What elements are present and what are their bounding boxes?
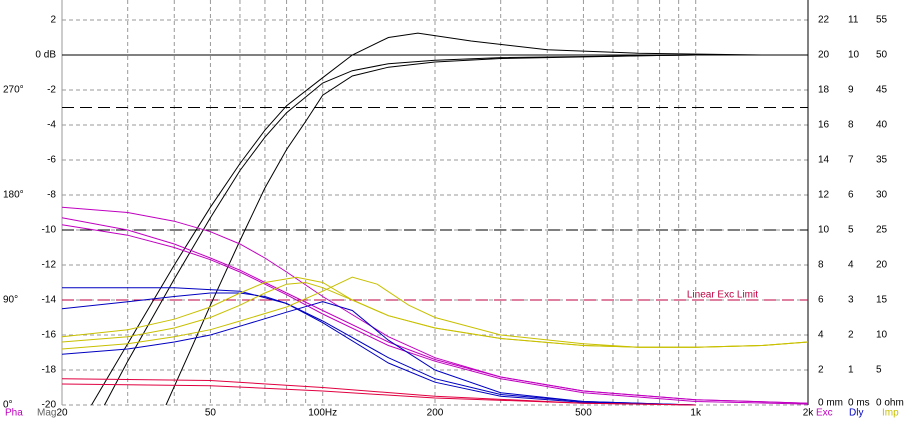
phase-tick-label: 180° [3, 190, 24, 201]
right-tick-label: 45 [876, 85, 888, 96]
y-tick-label: 2 [50, 15, 56, 26]
x-tick-label: 100Hz [308, 408, 337, 419]
axis-name: Dly [849, 408, 863, 419]
y-tick-label: -20 [42, 400, 57, 411]
right-tick-label: 15 [876, 295, 888, 306]
curve [61, 276, 809, 350]
curve [61, 217, 809, 404]
right-tick-label: 9 [848, 85, 854, 96]
y-tick-label: -8 [47, 190, 56, 201]
reference-label: Linear Exc Limit [687, 290, 758, 301]
curve [61, 301, 696, 406]
axis-name: Pha [5, 408, 23, 419]
curve [61, 292, 696, 406]
right-tick-label: 20 [876, 260, 888, 271]
right-tick-label: 50 [876, 50, 888, 61]
y-tick-label: -14 [42, 295, 57, 306]
y-tick-label: -2 [47, 85, 56, 96]
right-tick-label: 7 [848, 155, 854, 166]
right-tick-label: 55 [876, 15, 888, 26]
right-tick-label: 4 [848, 260, 854, 271]
right-tick-label: 1 [848, 365, 854, 376]
right-tick-label: 35 [876, 155, 888, 166]
right-tick-label: 18 [818, 85, 830, 96]
right-tick-label: 25 [876, 225, 888, 236]
curve [165, 54, 696, 406]
y-tick-label: 0 dB [35, 50, 56, 61]
right-tick-label: 0 ohm [876, 398, 904, 409]
phase-tick-label: 0° [3, 400, 13, 411]
right-tick-label: 2 [818, 365, 824, 376]
axis-name: Exc [816, 408, 833, 419]
right-tick-label: 0 mm [818, 398, 843, 409]
x-tick-label: 20 [56, 408, 68, 419]
y-tick-label: -10 [42, 225, 57, 236]
right-tick-label: 4 [818, 330, 824, 341]
axis-name: Mag [37, 408, 56, 419]
right-tick-label: 6 [818, 295, 824, 306]
curve [61, 383, 696, 406]
right-tick-label: 14 [818, 155, 830, 166]
right-tick-label: 10 [848, 50, 860, 61]
right-tick-label: 40 [876, 120, 888, 131]
curve [62, 287, 696, 406]
right-tick-label: 0 ms [848, 398, 870, 409]
right-tick-label: 10 [876, 330, 888, 341]
x-tick-label: 500 [575, 408, 592, 419]
right-tick-label: 2 [848, 330, 854, 341]
phase-tick-label: 270° [3, 85, 24, 96]
x-tick-label: 2k [803, 408, 815, 419]
x-tick-label: 200 [427, 408, 444, 419]
right-tick-label: 30 [876, 190, 888, 201]
y-tick-label: -18 [42, 365, 57, 376]
curve [104, 54, 696, 406]
right-tick-label: 5 [848, 225, 854, 236]
right-tick-label: 22 [818, 15, 830, 26]
right-tick-label: 12 [818, 190, 830, 201]
y-tick-label: -4 [47, 120, 56, 131]
phase-tick-label: 90° [3, 295, 18, 306]
x-tick-label: 1k [690, 408, 702, 419]
right-tick-label: 8 [818, 260, 824, 271]
y-tick-label: -12 [42, 260, 57, 271]
right-tick-label: 8 [848, 120, 854, 131]
curve [91, 32, 762, 406]
right-tick-label: 5 [876, 365, 882, 376]
right-tick-label: 6 [848, 190, 854, 201]
y-tick-label: -6 [47, 155, 56, 166]
right-tick-label: 3 [848, 295, 854, 306]
right-tick-label: 10 [818, 225, 830, 236]
y-tick-label: -16 [42, 330, 57, 341]
x-tick-label: 50 [205, 408, 217, 419]
right-tick-label: 16 [818, 120, 830, 131]
right-tick-label: 20 [818, 50, 830, 61]
right-tick-label: 11 [848, 15, 859, 26]
axis-name: Imp [882, 408, 899, 419]
curve [61, 224, 809, 405]
